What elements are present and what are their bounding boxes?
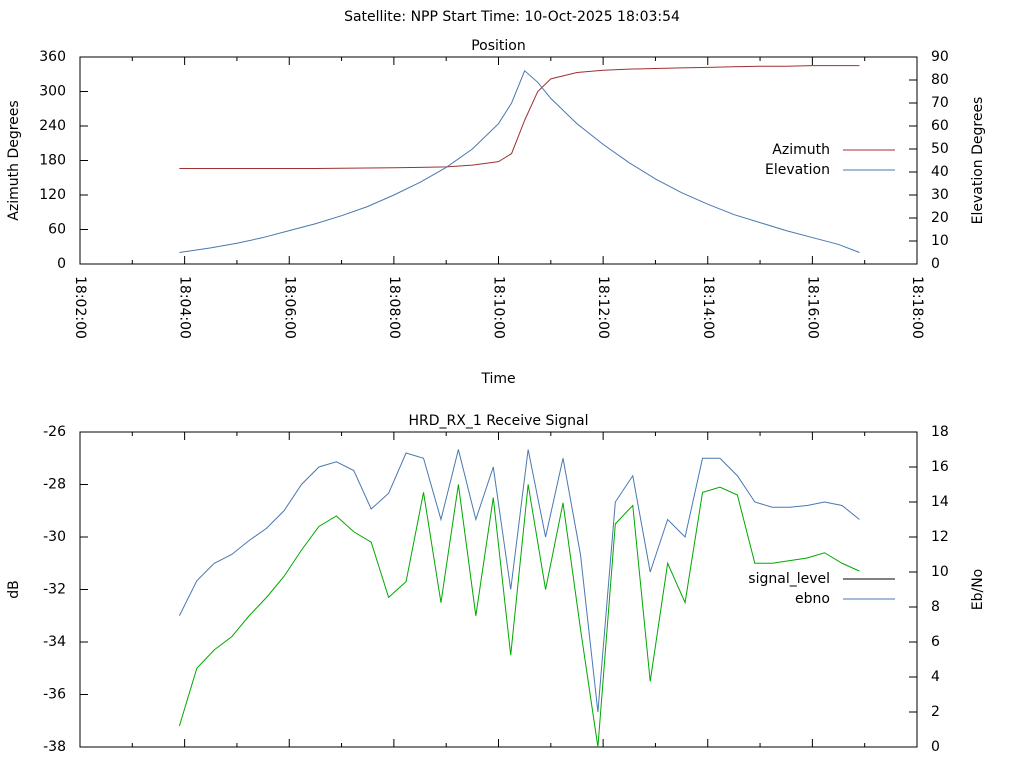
y-axis-label: dB [6,580,22,599]
series-line [178,449,860,713]
x-tick-label: 18:06:00 [281,276,297,339]
legend-label: signal_level [748,571,830,587]
x-tick-label: 18:08:00 [386,276,402,339]
y-tick-label: 60 [48,222,66,238]
y2-tick-label: 90 [931,49,949,65]
y2-tick-label: 10 [931,564,949,580]
y-tick-label: -34 [43,634,66,650]
y2-tick-label: 4 [931,669,940,685]
y2-axis-label: Eb/No [970,569,986,611]
y2-tick-label: 10 [931,233,949,249]
y-tick-label: 360 [39,49,66,65]
series-line [179,69,860,253]
y-tick-label: -28 [43,477,66,493]
y-tick-label: -32 [43,582,66,598]
y2-tick-label: 20 [931,210,949,226]
x-tick-label: 18:12:00 [595,276,611,339]
y2-tick-label: 12 [931,529,949,545]
x-axis-label: Time [480,371,515,387]
series-line [179,65,860,170]
chart-title: HRD_RX_1 Receive Signal [409,413,589,429]
y2-tick-label: 0 [931,256,940,272]
x-tick-label: 18:18:00 [909,276,925,339]
y-tick-label: 300 [39,84,66,100]
y-tick-label: 120 [39,187,66,203]
y-tick-label: -36 [43,687,66,703]
y2-tick-label: 6 [931,634,940,650]
legend-label: ebno [795,591,830,607]
y2-tick-label: 80 [931,72,949,88]
chart-title: Position [471,38,526,54]
y-tick-label: 240 [39,118,66,134]
y-tick-label: -26 [43,424,66,440]
y2-tick-label: 16 [931,459,949,475]
y2-tick-label: 30 [931,187,949,203]
y-tick-label: 180 [39,153,66,169]
y-axis-label: Azimuth Degrees [6,100,22,220]
y2-tick-label: 50 [931,141,949,157]
y2-axis-label: Elevation Degrees [970,97,986,225]
series-line [178,484,860,748]
y2-tick-label: 18 [931,424,949,440]
x-tick-label: 18:14:00 [700,276,716,339]
page-title: Satellite: NPP Start Time: 10-Oct-2025 1… [344,9,680,25]
y-tick-label: 0 [57,256,66,272]
y2-tick-label: 40 [931,164,949,180]
y2-tick-label: 8 [931,599,940,615]
y2-tick-label: 14 [931,494,949,510]
x-tick-label: 18:10:00 [491,276,507,339]
y-tick-label: -38 [43,739,66,755]
y-tick-label: -30 [43,529,66,545]
y2-tick-label: 60 [931,118,949,134]
x-tick-label: 18:04:00 [177,276,193,339]
legend-label: Elevation [765,162,830,178]
y2-tick-label: 2 [931,704,940,720]
y2-tick-label: 70 [931,95,949,111]
x-tick-label: 18:16:00 [804,276,820,339]
legend-label: Azimuth [772,142,830,158]
y2-tick-label: 0 [931,739,940,755]
x-tick-label: 18:02:00 [72,276,88,339]
